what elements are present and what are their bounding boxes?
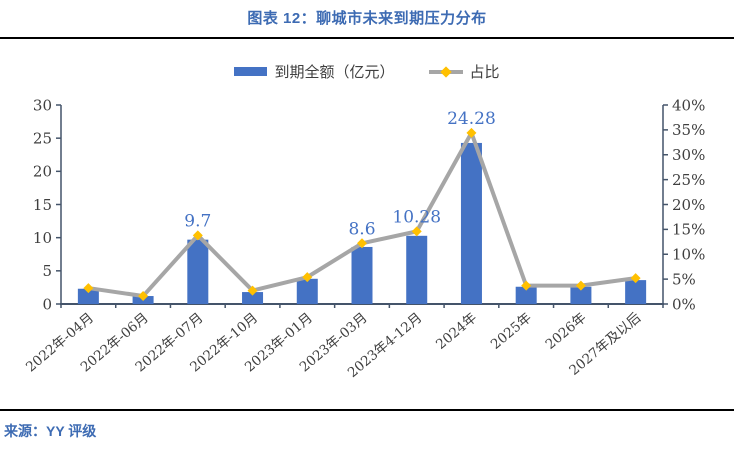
data-label-5: 8.6 bbox=[348, 219, 375, 239]
left-axis-tick-label: 10 bbox=[33, 229, 52, 247]
ratio-marker-0 bbox=[83, 283, 94, 294]
left-axis-tick-label: 20 bbox=[33, 163, 52, 181]
left-axis-tick-label: 25 bbox=[33, 129, 52, 147]
ratio-marker-7 bbox=[466, 127, 477, 138]
ratio-marker-3 bbox=[247, 285, 258, 296]
data-label-2: 9.7 bbox=[184, 211, 211, 231]
ratio-marker-8 bbox=[521, 280, 532, 291]
top-divider bbox=[0, 37, 734, 39]
ratio-marker-4 bbox=[302, 272, 313, 283]
bar-4 bbox=[296, 278, 318, 304]
legend-item-ratio: 占比 bbox=[428, 61, 500, 82]
ratio-marker-2 bbox=[192, 230, 203, 241]
left-axis-tick-label: 30 bbox=[33, 96, 52, 114]
legend-item-amount: 到期全额（亿元） bbox=[234, 61, 395, 82]
figure-title: 图表 12：聊城市未来到期压力分布 bbox=[247, 10, 487, 27]
bar-10 bbox=[625, 280, 647, 304]
bar-3 bbox=[242, 292, 264, 304]
right-axis-tick-label: 30% bbox=[672, 146, 705, 164]
bar-5 bbox=[351, 246, 373, 304]
bar-6 bbox=[406, 235, 428, 304]
bar-series-swatch bbox=[234, 67, 268, 76]
right-axis-tick-label: 10% bbox=[672, 246, 705, 264]
x-axis-label-8: 2025年 bbox=[488, 310, 535, 353]
bar-7 bbox=[460, 142, 482, 304]
right-axis-tick-label: 25% bbox=[672, 171, 705, 189]
bar-9 bbox=[570, 286, 592, 304]
data-label-6: 10.28 bbox=[392, 207, 441, 227]
bar-8 bbox=[515, 286, 537, 304]
ratio-marker-1 bbox=[138, 291, 149, 302]
ratio-marker-10 bbox=[630, 273, 641, 284]
left-axis-tick-label: 15 bbox=[33, 196, 52, 214]
chart-legend: 到期全额（亿元） 占比 bbox=[0, 61, 734, 82]
right-axis-tick-label: 20% bbox=[672, 196, 705, 214]
source-note: 来源：YY 评级 bbox=[4, 423, 97, 439]
ratio-marker-5 bbox=[357, 238, 367, 249]
x-axis-label-7: 2024年 bbox=[433, 310, 480, 353]
legend-label-ratio: 占比 bbox=[469, 63, 500, 81]
data-label-7: 24.28 bbox=[447, 109, 496, 129]
left-axis-tick-label: 0 bbox=[42, 295, 52, 313]
left-axis-tick-label: 5 bbox=[42, 262, 52, 280]
right-axis-tick-label: 15% bbox=[672, 221, 705, 239]
x-axis-label-9: 2026年 bbox=[543, 310, 590, 353]
right-axis-tick-label: 0% bbox=[672, 295, 696, 313]
bottom-divider bbox=[0, 409, 734, 411]
line-series-swatch bbox=[428, 65, 463, 78]
right-axis-tick-label: 40% bbox=[672, 96, 705, 114]
legend-label-amount: 到期全额（亿元） bbox=[274, 63, 395, 81]
right-axis-tick-label: 5% bbox=[672, 270, 696, 288]
bar-2 bbox=[187, 239, 209, 304]
ratio-marker-6 bbox=[411, 226, 422, 237]
right-axis-tick-label: 35% bbox=[672, 121, 705, 139]
ratio-marker-9 bbox=[575, 280, 586, 291]
bar-0 bbox=[77, 288, 99, 304]
